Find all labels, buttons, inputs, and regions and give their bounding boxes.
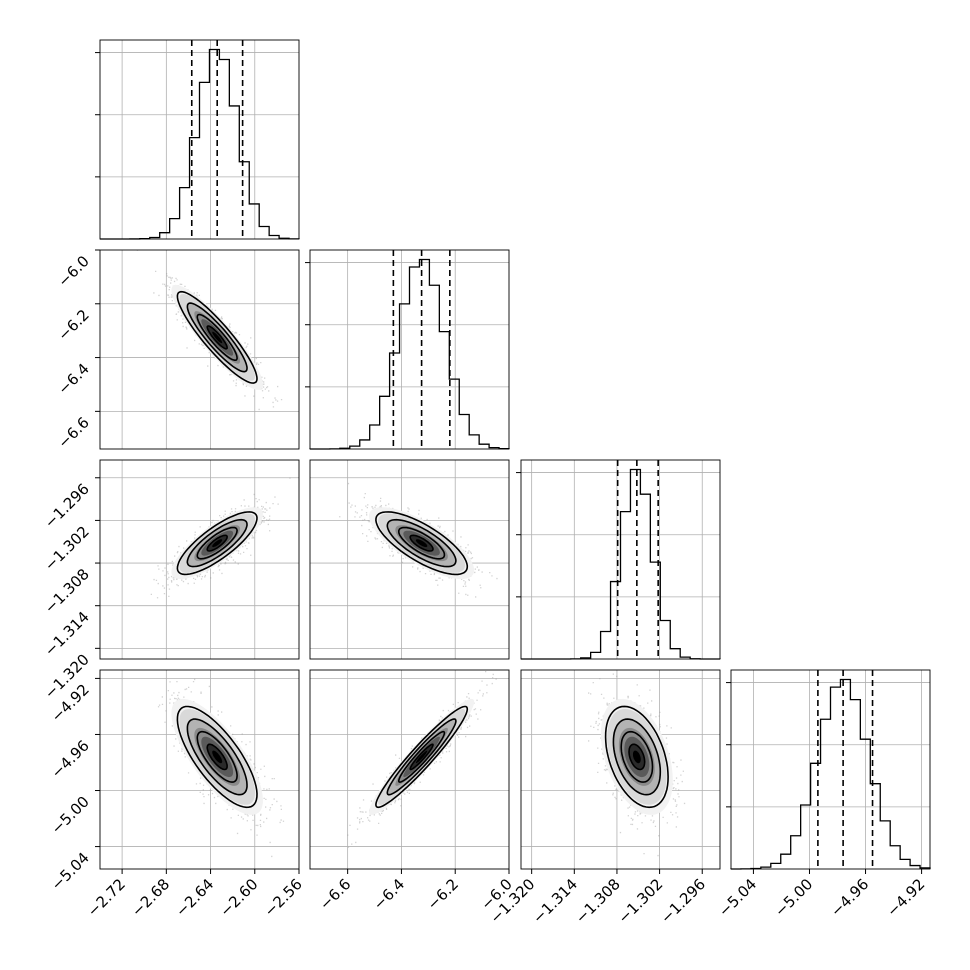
density-fill-6 [632,750,641,764]
histogram-step-line [309,258,510,450]
contour-line-1 [386,718,457,796]
density-fill-6 [212,750,223,764]
y-tick-label: −5.04 [48,849,93,894]
contour-line-2 [397,526,446,560]
y-tick-label: −6.6 [54,413,92,451]
density-fill-6 [415,750,428,764]
x-tick-label: −6.2 [424,875,462,913]
contour-line-2 [196,313,238,362]
x-tick-label: −1.296 [657,875,709,927]
contour-line-1 [386,518,457,568]
panel-frame [99,459,300,660]
panel-background [100,40,299,239]
panels-layer: −2.72−2.68−2.64−2.60−2.56 −6.6 −6.4 −6.2 −6.… [41,39,931,927]
y-tick-label: −6.4 [54,360,92,398]
scatter-panel-2-0 [99,459,300,660]
y-tick-label: −1.308 [41,565,93,617]
density-fill-6 [415,539,428,548]
panel-frame [520,669,721,870]
histogram-panel-2 [516,459,721,660]
contour-line-1 [612,718,662,796]
contour-line-0 [176,705,258,809]
contour-line-3 [206,325,228,350]
x-tick-label: −1.302 [614,875,666,927]
panel-background [100,250,299,449]
y-tick-label: −1.296 [41,480,93,532]
x-tick-label: −6.4 [370,875,408,913]
contour-line-0 [176,290,258,384]
contour-line-3 [409,743,434,771]
y-tick-label: −1.302 [41,523,93,575]
y-tick-label: −5.00 [48,793,93,838]
panel-frame [309,249,510,450]
scatter-panel-2-1 [309,459,510,660]
contour-line-3 [206,534,228,552]
x-tick-label: −2.72 [84,875,129,920]
panel-frame [99,39,300,240]
x-tick-label: −5.00 [771,875,816,920]
scatter-panel-1-0 [99,249,300,450]
x-tick-label: −1.314 [529,875,581,927]
histogram-panel-3 [726,669,931,870]
contour-line-2 [196,730,238,783]
panel-frame [730,669,931,870]
y-tick-label: −6.2 [54,306,92,344]
contour-line-3 [628,743,646,771]
contour-line-0 [375,705,469,809]
contour-line-1 [186,518,248,568]
scatter-panel-3-1 [309,669,510,870]
x-tick-label: −2.56 [261,875,306,920]
contour-line-3 [206,743,228,771]
contour-line-2 [196,526,238,560]
contour-line-1 [186,302,248,373]
x-tick-label: −4.92 [883,875,928,920]
x-tick-label: −5.04 [715,875,760,920]
x-tick-label: −1.308 [572,875,624,927]
contour-line-2 [397,730,446,783]
x-tick-label: −2.60 [216,875,261,920]
panel-frame [99,249,300,450]
panel-frame [99,669,300,870]
contour-line-1 [186,718,248,796]
density-fill-6 [212,331,223,344]
x-tick-label: −2.68 [128,875,173,920]
contour-line-0 [176,511,258,576]
y-tick-label: −1.314 [41,608,93,660]
y-tick-label: −6.0 [54,252,92,290]
contour-line-2 [620,730,654,783]
density-fill-6 [212,539,223,548]
contour-line-0 [375,511,469,576]
panel-frame [309,459,510,660]
y-tick-label: −4.96 [48,737,93,782]
scatter-panel-3-0 [99,669,300,870]
x-tick-label: −4.96 [827,875,872,920]
contour-line-0 [604,705,669,809]
scatter-panel-3-2 [520,669,721,870]
histogram-panel-0 [95,39,300,240]
panel-frame [520,459,721,660]
panel-frame [309,669,510,870]
x-tick-label: −2.64 [172,875,217,920]
contour-line-3 [409,534,434,552]
histogram-step-line [730,678,931,870]
histogram-panel-1 [305,249,510,450]
x-tick-label: −6.6 [316,875,354,913]
